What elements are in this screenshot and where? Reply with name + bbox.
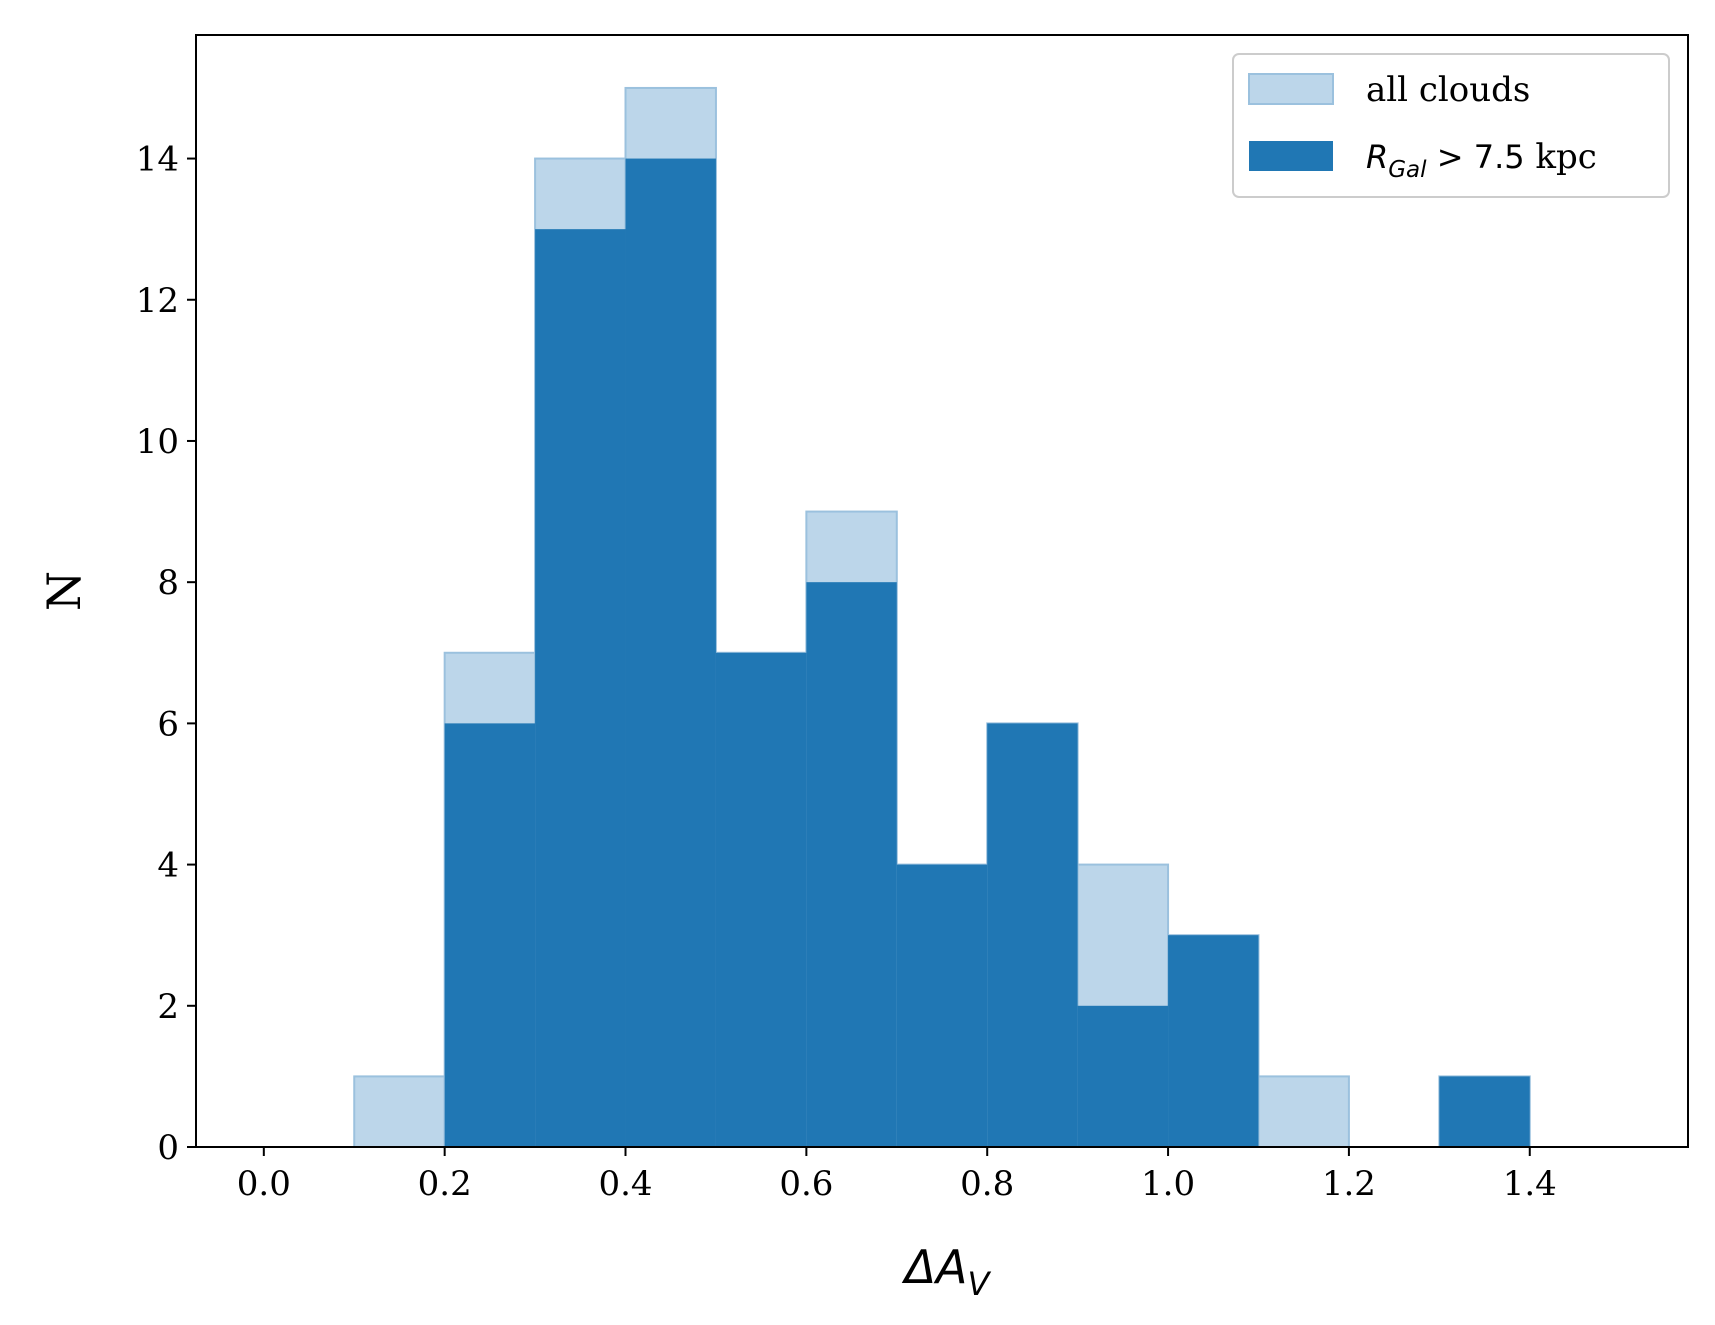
- x-tick-label: 0.6: [779, 1164, 833, 1204]
- y-tick-label: 0: [157, 1128, 179, 1168]
- y-tick-label: 10: [136, 422, 179, 462]
- legend-swatch-all-clouds: [1248, 73, 1334, 105]
- bar-series2-bin-5: [715, 652, 807, 1147]
- x-tick-label: 0.2: [418, 1164, 472, 1204]
- bar-series1-bin-1: [353, 1075, 446, 1149]
- bars-group: [353, 86, 1531, 1149]
- bar-series1-bin-11: [1257, 1075, 1350, 1149]
- y-tick-label: 4: [157, 846, 179, 886]
- bar-series2-bin-10: [1168, 935, 1259, 1147]
- y-axis-label: N: [37, 571, 91, 611]
- x-tick-label: 1.2: [1322, 1164, 1376, 1204]
- bar-series2-bin-4: [625, 158, 716, 1148]
- y-tick-label: 6: [157, 704, 179, 744]
- x-tick-label: 1.0: [1141, 1164, 1195, 1204]
- y-tick-label: 14: [136, 140, 179, 180]
- bar-series2-bin-3: [535, 229, 626, 1147]
- legend-swatch-rgal: [1249, 141, 1333, 171]
- legend-label-all-clouds: all clouds: [1366, 70, 1530, 110]
- axes-group: 0.0 0.2 0.4 0.6 0.8 1.0 1.2 1.4 0 2 4 6 8 10 12 14 ΔAV N: [37, 34, 1689, 1303]
- x-tick-label: 0.0: [237, 1164, 291, 1204]
- legend: all clouds RGal > 7.5 kpc: [1232, 53, 1670, 198]
- legend-box: [1232, 53, 1670, 198]
- y-tick-label: 8: [157, 563, 179, 603]
- bar-series2-bin-8: [987, 723, 1078, 1147]
- x-axis-label: ΔAV: [902, 1240, 992, 1303]
- y-tick-label: 12: [136, 281, 179, 321]
- x-tick-label: 0.4: [598, 1164, 652, 1204]
- bar-series2-bin-9: [1077, 1005, 1169, 1147]
- plot-frame: [195, 34, 1689, 1148]
- x-tick-label: 1.4: [1503, 1164, 1557, 1204]
- legend-label-rgal: RGal > 7.5 kpc: [1366, 137, 1597, 183]
- bar-series2-bin-6: [806, 582, 897, 1147]
- x-tick-label: 0.8: [960, 1164, 1014, 1204]
- bar-series2-bin-7: [896, 864, 988, 1147]
- bar-series2-bin-2: [444, 723, 536, 1147]
- bar-series2-bin-13: [1439, 1076, 1530, 1147]
- y-tick-label: 2: [157, 987, 179, 1027]
